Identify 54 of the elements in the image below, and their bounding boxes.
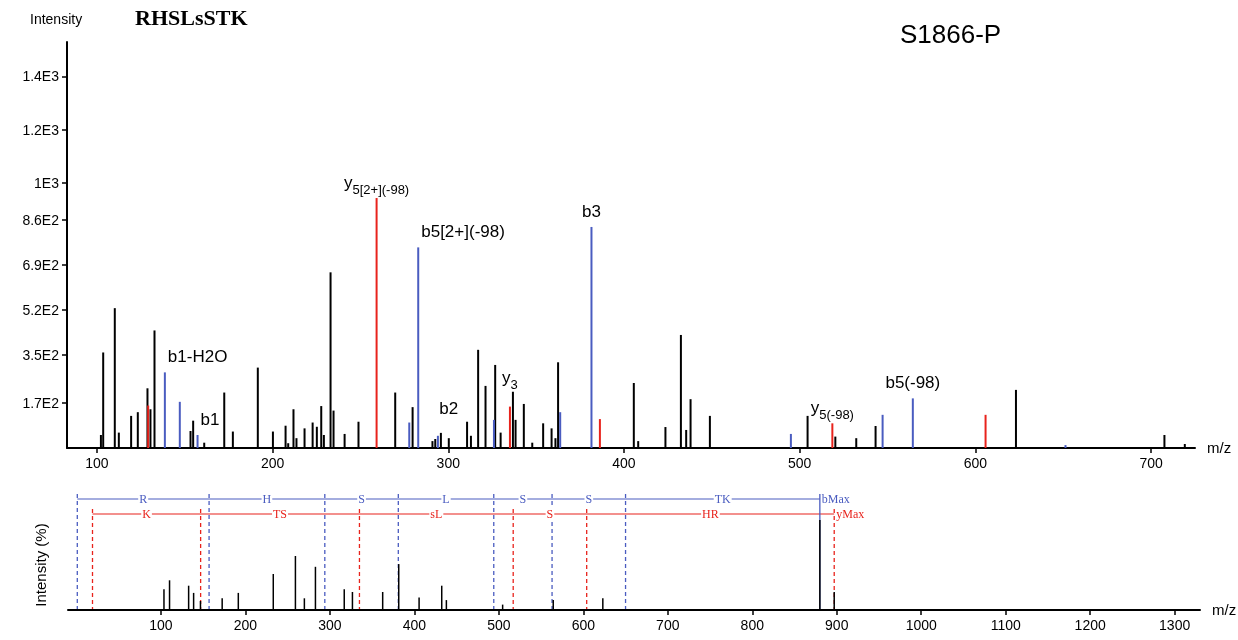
- x-tick-label: 500: [487, 617, 511, 633]
- x-tick-label: 1000: [905, 617, 937, 633]
- x-tick-label: 1100: [990, 617, 1021, 633]
- x-tick-label: 1300: [1159, 617, 1191, 633]
- annotation: b3: [582, 201, 601, 221]
- ref-line-label: H: [262, 492, 272, 506]
- x-tick-label: 400: [402, 617, 427, 633]
- x-axis-title: m/z: [1207, 439, 1232, 456]
- x-tick-label: 900: [825, 617, 849, 633]
- ref-line-label: R: [139, 492, 148, 506]
- y-tick-label: 6.9E2: [22, 256, 60, 273]
- x-tick-label: 100: [149, 617, 173, 633]
- y-tick-label: 1.4E3: [22, 68, 60, 85]
- x-tick-label: 500: [787, 455, 812, 471]
- annotation: b5(-98): [885, 373, 941, 393]
- x-tick-label: 200: [233, 617, 258, 633]
- y-tick-label: 1E3: [34, 174, 60, 191]
- ref-line-label: sL: [430, 507, 443, 521]
- ref-line-label: S: [546, 507, 554, 521]
- x-tick-label: 300: [436, 455, 461, 471]
- annotation: b2: [439, 399, 459, 419]
- x-tick-label: 700: [656, 617, 680, 633]
- x-axis-title: m/z: [1212, 601, 1237, 618]
- annotation: b1-H2O: [167, 347, 228, 367]
- ref-line-label: S: [358, 492, 365, 506]
- x-tick-label: 600: [963, 455, 988, 471]
- y-tick-label: 5.2E2: [22, 302, 60, 319]
- x-tick-label: 800: [740, 617, 765, 633]
- chart-title: S1866-P: [900, 19, 1002, 49]
- annotation: b1: [200, 410, 220, 429]
- x-tick-label: 400: [612, 455, 636, 471]
- y-tick-label: 8.6E2: [22, 211, 60, 228]
- y-axis-title: Intensity: [30, 11, 83, 27]
- annotation: yMax: [836, 507, 865, 521]
- ref-line-label: TK: [714, 492, 732, 506]
- ref-line-label: L: [442, 492, 450, 506]
- y-tick-label: 3.5E2: [22, 347, 60, 364]
- x-tick-label: 200: [260, 455, 285, 471]
- ref-line-label: HR: [702, 507, 719, 521]
- ref-line-label: S: [585, 492, 593, 506]
- ref-line-label: K: [142, 507, 152, 521]
- text: RHSLsSTK: [135, 4, 248, 30]
- x-tick-label: 600: [571, 617, 596, 633]
- annotation: bMax: [821, 492, 850, 506]
- x-tick-label: 100: [85, 455, 109, 471]
- x-tick-label: 300: [318, 617, 342, 633]
- y-axis-title: Intensity (%): [31, 523, 49, 607]
- ref-line-label: S: [519, 492, 527, 506]
- y-tick-label: 1.7E2: [22, 394, 60, 411]
- x-tick-label: 700: [1139, 455, 1163, 471]
- annotation: b5[2+](-98): [421, 222, 505, 242]
- ref-line-label: TS: [273, 507, 288, 521]
- y-tick-label: 1.2E3: [22, 121, 60, 138]
- x-tick-label: 1200: [1074, 617, 1106, 633]
